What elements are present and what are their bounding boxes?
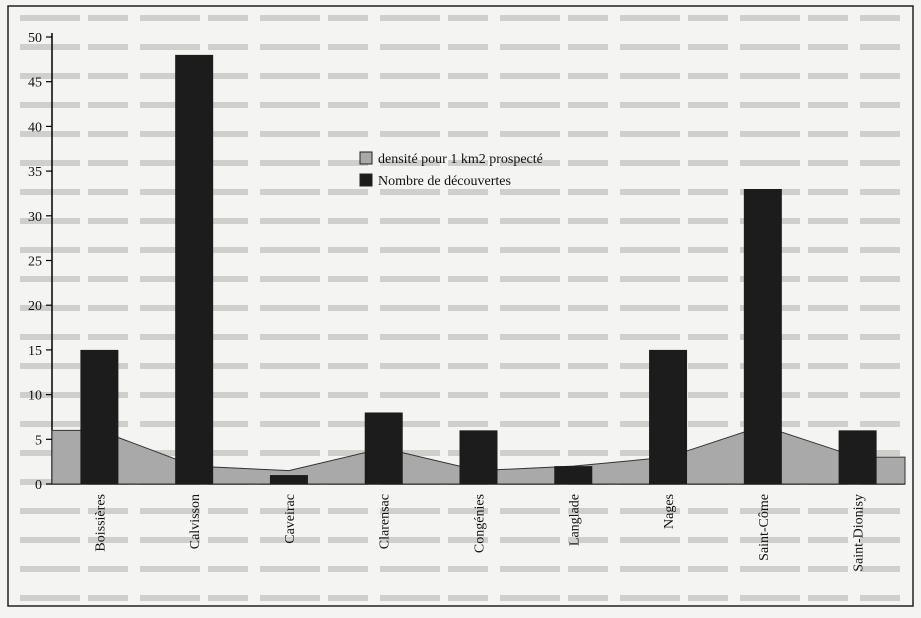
y-tick-label: 35 — [28, 165, 42, 180]
x-category-label: Congénies — [473, 494, 488, 553]
y-tick-label: 30 — [28, 210, 42, 225]
legend-label: densité pour 1 km2 prospecté — [378, 152, 543, 167]
y-tick-label: 15 — [28, 344, 42, 359]
bar-nages — [649, 349, 688, 484]
y-tick-label: 45 — [28, 76, 42, 91]
x-category-label: Langlade — [567, 494, 582, 546]
bar-congénies — [459, 430, 498, 484]
bar-clarensac — [364, 412, 403, 484]
legend-swatch — [359, 173, 373, 187]
y-tick-label: 25 — [28, 255, 42, 270]
bar-saint-côme — [743, 188, 782, 485]
x-category-label: Calvisson — [188, 494, 203, 549]
y-tick-label: 20 — [28, 299, 42, 314]
bars-layer — [80, 54, 877, 485]
y-tick-label: 40 — [28, 120, 42, 135]
x-category-label: Saint-Dionisy — [852, 494, 867, 572]
x-category-label: Nages — [662, 494, 677, 529]
bar-caveirac — [269, 475, 308, 484]
y-tick-label: 0 — [35, 478, 42, 493]
legend-label: Nombre de découvertes — [378, 174, 511, 189]
bar-boissières — [80, 349, 119, 484]
x-category-label: Boissières — [93, 494, 108, 552]
bar-calvisson — [175, 54, 214, 484]
x-category-label: Caveirac — [283, 494, 298, 544]
legend: densité pour 1 km2 prospecté Nombre de dé… — [359, 151, 543, 189]
legend-swatch — [359, 151, 373, 165]
x-category-label: Clarensac — [378, 494, 393, 549]
plot-frame — [7, 5, 914, 607]
x-axis-labels: Boissières Calvisson Caveirac Clarensac Cong… — [93, 494, 866, 572]
bar-saint-dionisy — [838, 430, 877, 484]
x-category-label: Saint-Côme — [757, 494, 772, 561]
bar-langlade — [554, 466, 593, 484]
y-axis-ticks: 0 5 10 15 20 25 30 35 40 45 50 — [28, 31, 52, 493]
y-tick-label: 5 — [35, 433, 42, 448]
y-tick-label: 10 — [28, 389, 42, 404]
y-tick-label: 50 — [28, 31, 42, 46]
